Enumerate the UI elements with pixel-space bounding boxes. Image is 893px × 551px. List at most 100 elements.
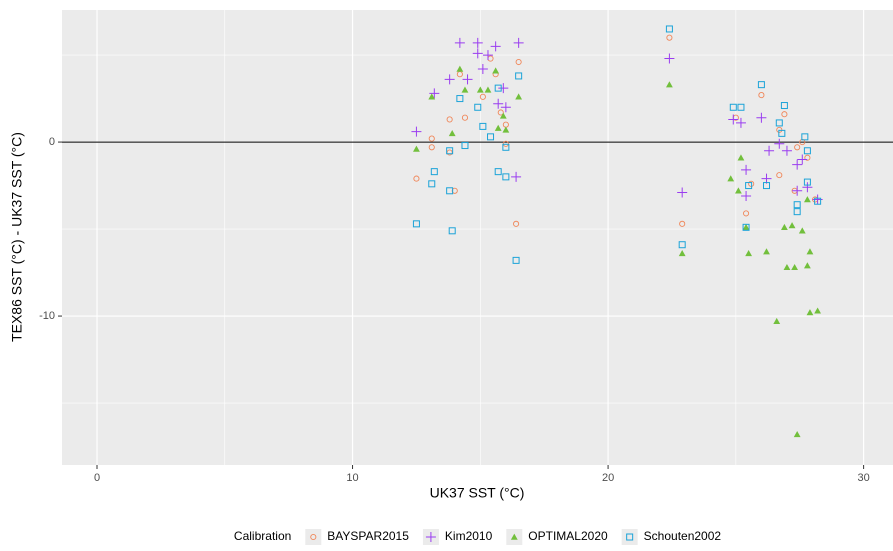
point xyxy=(763,182,771,190)
point xyxy=(773,317,781,324)
point xyxy=(756,112,767,123)
point xyxy=(802,182,813,193)
point xyxy=(793,208,801,216)
point xyxy=(665,25,673,33)
point xyxy=(477,63,488,74)
point xyxy=(479,93,486,100)
point xyxy=(737,103,745,111)
point xyxy=(461,114,469,121)
point xyxy=(500,102,511,113)
point xyxy=(448,227,456,235)
point xyxy=(814,197,822,205)
point xyxy=(741,191,752,202)
point xyxy=(412,220,420,228)
point xyxy=(742,223,750,231)
point xyxy=(499,112,507,119)
point xyxy=(792,159,803,170)
point xyxy=(727,175,735,182)
point xyxy=(484,86,492,93)
point xyxy=(446,187,454,195)
point xyxy=(780,223,788,231)
point xyxy=(737,154,745,161)
legend-label: Kim2010 xyxy=(445,529,493,543)
point xyxy=(666,34,673,41)
x-tick-label: 30 xyxy=(857,472,869,484)
legend-label: OPTIMAL2020 xyxy=(528,529,608,543)
point xyxy=(742,223,750,231)
point xyxy=(462,74,473,85)
point xyxy=(679,220,686,227)
point xyxy=(515,58,522,66)
point xyxy=(664,53,675,64)
point xyxy=(430,168,438,176)
point xyxy=(494,168,502,176)
point xyxy=(515,72,523,80)
legend-key xyxy=(621,529,638,545)
point xyxy=(804,154,811,161)
point xyxy=(474,103,482,111)
point xyxy=(728,114,739,125)
point xyxy=(456,65,464,72)
point xyxy=(797,154,808,165)
point xyxy=(788,222,796,229)
point xyxy=(429,88,440,99)
legend: Calibration BAYSPAR2015 Kim2010 OPTIMAL2020… xyxy=(234,529,721,545)
point xyxy=(794,144,801,151)
point xyxy=(497,109,504,116)
point xyxy=(513,37,524,48)
point xyxy=(494,124,502,131)
point xyxy=(764,145,775,156)
point xyxy=(803,262,811,269)
legend-symbol xyxy=(310,533,317,541)
point xyxy=(778,129,786,137)
point xyxy=(774,138,785,149)
point xyxy=(666,81,673,88)
point xyxy=(498,83,509,94)
point xyxy=(735,187,742,194)
point xyxy=(428,135,435,142)
point xyxy=(803,196,811,203)
point xyxy=(803,147,811,155)
point xyxy=(413,175,420,182)
legend-title: Calibration xyxy=(234,529,291,543)
x-axis-title: UK37 SST (°C) xyxy=(430,485,525,501)
point xyxy=(783,263,791,271)
point xyxy=(743,210,750,217)
point xyxy=(513,220,520,227)
legend-key xyxy=(305,529,322,545)
point xyxy=(461,142,469,150)
point xyxy=(472,37,483,48)
point xyxy=(454,37,465,48)
point xyxy=(479,122,487,130)
point xyxy=(428,144,435,151)
x-tick-label: 10 xyxy=(346,472,358,484)
point xyxy=(729,103,737,111)
legend-symbol xyxy=(510,533,518,540)
point xyxy=(461,86,469,93)
point xyxy=(444,74,455,85)
point xyxy=(781,111,788,118)
point xyxy=(814,307,822,314)
point xyxy=(511,171,522,182)
point xyxy=(780,102,788,110)
point xyxy=(487,133,495,141)
point xyxy=(482,50,493,61)
point xyxy=(792,185,803,196)
legend-symbol xyxy=(626,533,634,541)
point xyxy=(803,178,811,186)
plot-panel xyxy=(62,10,893,465)
point xyxy=(428,180,436,188)
point xyxy=(775,119,783,127)
point xyxy=(798,227,806,234)
x-tick-label: 20 xyxy=(602,472,614,484)
legend-label: BAYSPAR2015 xyxy=(327,529,409,543)
point xyxy=(678,250,686,257)
point xyxy=(745,250,753,257)
point xyxy=(448,129,456,137)
point xyxy=(735,117,746,128)
point xyxy=(801,133,809,141)
point xyxy=(502,126,510,133)
y-tick-label: -10 xyxy=(39,310,55,322)
point xyxy=(428,93,436,100)
